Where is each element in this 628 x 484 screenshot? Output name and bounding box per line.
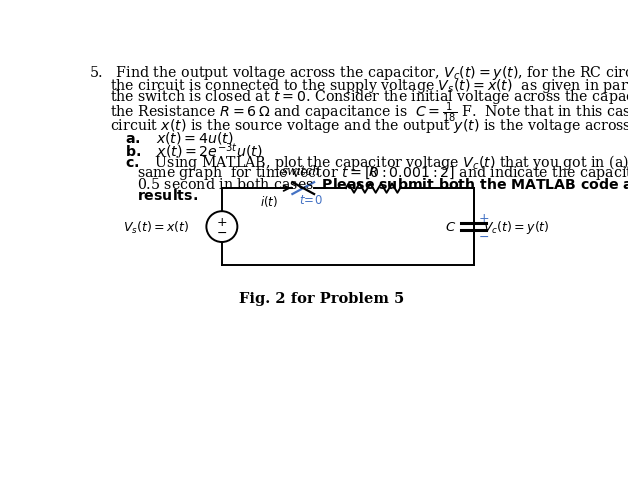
Text: $V_c(t) = y(t)$: $V_c(t) = y(t)$ (483, 219, 550, 236)
Text: $\mathbf{c.}$   Using MATLAB, plot the capacitor voltage $V_c(t)$ that you got i: $\mathbf{c.}$ Using MATLAB, plot the cap… (125, 152, 628, 171)
Text: Fig. 2 for Problem 5: Fig. 2 for Problem 5 (239, 291, 404, 305)
Text: $t\!=\!0$: $t\!=\!0$ (300, 194, 323, 207)
Text: −: − (479, 231, 489, 243)
Text: +: + (479, 212, 489, 225)
Text: $V_s(t) = x(t)$: $V_s(t) = x(t)$ (123, 219, 189, 235)
Text: circuit $x(t)$ is the source voltage and the output $y(t)$ is the voltage across: circuit $x(t)$ is the source voltage and… (109, 117, 628, 135)
Text: switch: switch (283, 164, 321, 177)
Text: $R$: $R$ (368, 166, 378, 179)
Text: $i(t)$: $i(t)$ (261, 194, 278, 209)
Text: the switch is closed at $t{=}0$. Consider the initial voltage across the capacit: the switch is closed at $t{=}0$. Conside… (109, 88, 628, 106)
Text: 0.5 second in both cases. $\mathbf{Please\ submit\ both\ the\ MATLAB\ code\ and\: 0.5 second in both cases. $\mathbf{Pleas… (138, 176, 628, 194)
Text: the circuit is connected to the supply voltage $V_s(t){=}x(t)$  as given in part: the circuit is connected to the supply v… (109, 76, 628, 95)
Text: same graph  for time vector $t{=}[0{:}0.001{:}2]$ and indicate the capacitor vol: same graph for time vector $t{=}[0{:}0.0… (138, 164, 628, 182)
Text: +: + (217, 215, 227, 228)
Text: $\mathbf{a.}$   $x(t) = 4u(t)$: $\mathbf{a.}$ $x(t) = 4u(t)$ (125, 130, 234, 146)
Text: $\mathbf{results.}$: $\mathbf{results.}$ (138, 187, 198, 202)
Text: −: − (217, 226, 227, 239)
Text: 5.   Find the output voltage across the capacitor, $V_c(t)=y(t)$, for the RC cir: 5. Find the output voltage across the ca… (89, 63, 628, 81)
Text: $\mathbf{b.}$   $x(t) =2e^{-3t}u(t)$: $\mathbf{b.}$ $x(t) =2e^{-3t}u(t)$ (125, 141, 263, 161)
Text: $C$: $C$ (445, 221, 457, 234)
Text: the Resistance $R = 6\,\Omega$ and capacitance is  $C = \frac{1}{18}$ F.  Note t: the Resistance $R = 6\,\Omega$ and capac… (109, 100, 628, 125)
